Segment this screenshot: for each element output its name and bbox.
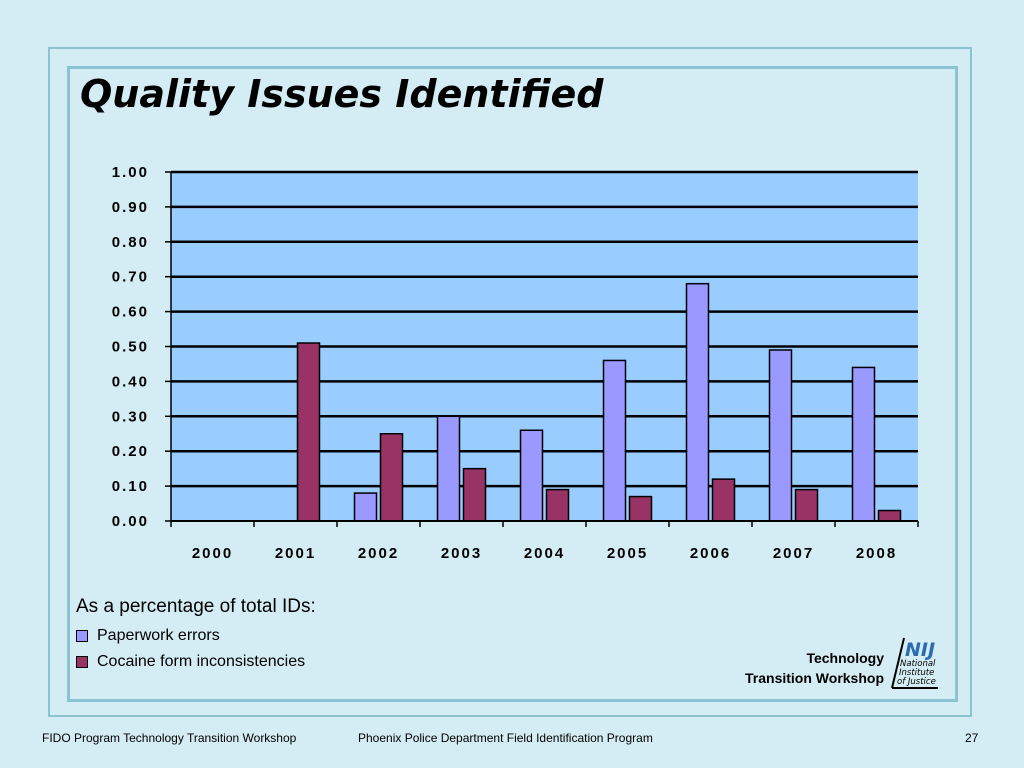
legend-swatch-cocaine [76,656,88,668]
bar-paperwork [353,492,378,522]
legend-caption: As a percentage of total IDs: [76,596,316,617]
footer-center: Phoenix Police Department Field Identifi… [358,731,653,745]
bar-cocaine [794,488,819,522]
legend-label-paperwork: Paperwork errors [97,627,220,644]
bar-paperwork [436,415,461,522]
y-tick-label: 0.60 [112,304,149,321]
x-tick-label: 2005 [607,545,648,562]
slide-title: Quality Issues Identified [80,72,604,116]
y-tick-label: 0.10 [112,478,149,495]
y-tick-label: 0.50 [112,339,149,356]
x-tick-label: 2007 [773,545,814,562]
x-tick-label: 2006 [690,545,731,562]
brand-line-2: Transition Workshop [745,670,884,686]
bar-paperwork [768,349,793,522]
legend-label-cocaine: Cocaine form inconsistencies [97,653,306,670]
nij-logo: NIJ National Institute of Justice [891,637,938,689]
bar-cocaine [628,495,653,522]
brand-line-1: Technology [806,650,884,666]
x-tick-label: 2001 [275,545,316,562]
bar-cocaine [545,488,570,522]
x-tick-label: 2008 [856,545,897,562]
y-tick-label: 0.00 [112,513,149,530]
bar-chart: 0.00 0.10 0.20 0.30 0.40 0.50 0.60 0.70 0.80 0.90… [112,164,919,562]
bar-paperwork [851,366,876,522]
bar-cocaine [379,433,404,522]
legend-item-cocaine: Cocaine form inconsistencies [76,653,305,671]
bar-paperwork [685,282,710,522]
bar-cocaine [462,467,487,522]
legend-swatch-paperwork [76,630,88,642]
x-tick-label: 2003 [441,545,482,562]
x-tick-label: 2000 [192,545,233,562]
y-tick-label: 0.90 [112,199,149,216]
logo-subtext-1: National [900,659,936,669]
footer-left: FIDO Program Technology Transition Works… [42,731,297,745]
y-tick-label: 0.80 [112,234,149,251]
legend-item-paperwork: Paperwork errors [76,627,220,645]
y-tick-label: 0.30 [112,408,149,425]
page-number: 27 [965,731,979,745]
y-tick-label: 0.20 [112,443,149,460]
inner-frame [67,66,958,702]
bar-paperwork [602,359,627,522]
logo-subtext-3: of Justice [897,677,936,687]
logo-subtext-2: Institute [899,668,934,678]
y-tick-label: 0.70 [112,269,149,286]
logo-letters: NIJ [905,639,935,661]
x-tick-label: 2004 [524,545,565,562]
outer-frame [48,47,972,717]
workshop-brand: Technology Transition Workshop [745,648,884,688]
bar-cocaine [877,509,902,522]
bar-paperwork [519,429,544,522]
y-tick-label: 0.40 [112,373,149,390]
bar-cocaine [711,478,736,522]
x-tick-label: 2002 [358,545,399,562]
y-tick-label: 1.00 [112,164,149,181]
bar-cocaine [296,342,321,522]
